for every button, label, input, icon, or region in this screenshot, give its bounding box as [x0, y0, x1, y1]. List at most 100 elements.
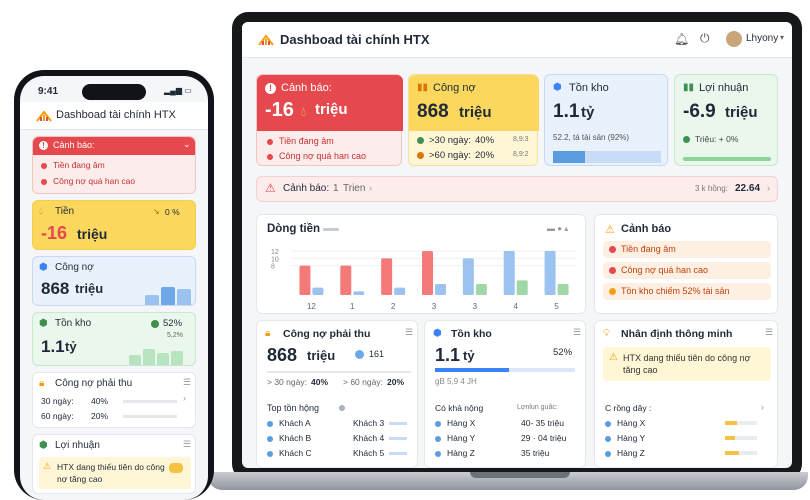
kpi-stock-card[interactable]: ⬢ Tồn kho 1.1 tỷ 52.2, tá tài sản (92%): [544, 74, 668, 166]
alert-item-text: Công nợ quá han cao: [621, 265, 708, 275]
customer-dot-icon: [267, 421, 273, 427]
status-time: 9:41: [38, 86, 59, 97]
kpi-profit-card[interactable]: ▮▮ Lợi nhuận -6.9 triệu Triệu: + 0%: [674, 74, 778, 166]
goods-name[interactable]: Hàng Z: [447, 448, 475, 458]
phone-warning-card[interactable]: ! Cảnh báo: ⌄ Tiền đang âm Công nợ quá h…: [32, 136, 196, 194]
alert-item[interactable]: [603, 283, 771, 300]
chart-bar[interactable]: [381, 258, 393, 295]
warning-banner[interactable]: ⚠ Cảnh báo: 1 Trien › 3 k hồng: 22.64 ›: [256, 176, 778, 202]
goods-name[interactable]: Hàng Y: [447, 433, 476, 443]
chart-bar[interactable]: [340, 265, 352, 295]
chart-bar[interactable]: [544, 251, 556, 295]
warning-triangle-icon: ⚠: [265, 181, 276, 195]
box-icon: ⬢: [39, 440, 48, 451]
phone-debt-card[interactable]: ⬢ Công nợ 868 triệu: [32, 256, 196, 306]
insight-item[interactable]: Hàng Y: [617, 433, 646, 443]
customer-dot-icon: [267, 451, 273, 457]
debt-row-note: 8,9:3: [513, 136, 529, 143]
top-title: Top tồn hộng: [267, 403, 320, 413]
phone-stock-card[interactable]: ⬢ Tồn kho 52% 5,2% 1.1 tỷ: [32, 312, 196, 366]
chart-bar[interactable]: [557, 284, 569, 295]
phone-receivable-label: Công nợ phải thu: [55, 378, 133, 389]
phone-receivable-card[interactable]: 🔒︎ Công nợ phải thu ☰ 30 ngày: 40% › 60 …: [32, 372, 196, 428]
customer-name[interactable]: Khách 4: [353, 433, 385, 443]
chart-bar[interactable]: [312, 287, 324, 295]
alerts-title: Cảnh báo: [621, 223, 672, 235]
power-icon[interactable]: ⏻: [700, 31, 710, 45]
mini-bar: [145, 295, 159, 305]
chart-bar[interactable]: [503, 251, 515, 295]
menu-icon[interactable]: ☰: [183, 377, 192, 387]
inventory-card: ⬢ Tồn kho ☰ 1.1 tỷ 52% gB 5,9 4 JH Có kh…: [424, 320, 586, 468]
kpi-debt-card[interactable]: ▮▮ Công nợ 868 triệu >30 ngày: 40% 8,9:3…: [408, 74, 539, 166]
chevron-down-icon[interactable]: ▾: [780, 33, 785, 42]
menu-icon[interactable]: ☰: [765, 327, 774, 337]
over30-label: > 30 ngày:: [267, 377, 307, 387]
menu-icon[interactable]: ☰: [183, 439, 192, 449]
chevron-right-icon[interactable]: ›: [761, 402, 764, 412]
banner-link[interactable]: Trien: [343, 183, 366, 194]
phone-debt-value: 868: [41, 279, 70, 298]
chart-bar[interactable]: [394, 287, 406, 295]
insight-item[interactable]: Hàng Z: [617, 448, 645, 458]
x-tick-label: 4: [513, 302, 518, 311]
user-name[interactable]: Lhyony: [746, 33, 779, 44]
inventory-unit: tỷ: [463, 348, 475, 363]
bar-chart-icon: ▮▮: [417, 82, 429, 93]
phone-cash-value: -16: [41, 223, 68, 243]
customer-name[interactable]: Khách B: [279, 433, 312, 443]
phone-profit-card[interactable]: ⬢ Lợi nhuận ☰ ⚠ HTX dang thiếu tiên do c…: [32, 434, 196, 494]
laptop-frame: Dashboad tài chính HTX 🔔︎ ⏻ Lhyony ▾ ! C…: [232, 12, 802, 480]
insight-item[interactable]: Hàng X: [617, 418, 646, 428]
customer-name[interactable]: Khách C: [279, 448, 312, 458]
insight-list-title: C rồng dây :: [605, 403, 652, 413]
over30-value: 40%: [311, 377, 329, 387]
phone-header: [20, 102, 208, 130]
kpi-stock-unit: tỷ: [581, 104, 595, 121]
menu-icon[interactable]: ☰: [573, 327, 582, 337]
chart-bar[interactable]: [422, 251, 433, 295]
phone-cash-card[interactable]: 💧︎ Tiền ↘ 0 % -16 triệu: [32, 200, 196, 250]
chevron-right-icon[interactable]: ›: [369, 183, 372, 193]
x-tick-label: 3: [432, 302, 437, 311]
alert-item[interactable]: [603, 241, 771, 258]
divider: [267, 371, 411, 373]
menu-icon[interactable]: ☰: [405, 327, 414, 337]
chart-bar[interactable]: [475, 284, 487, 295]
chart-bar[interactable]: [516, 280, 528, 295]
goods-dot-icon: [435, 451, 441, 457]
chevron-right-icon[interactable]: ›: [767, 183, 770, 193]
customer-name[interactable]: Khách A: [279, 418, 311, 428]
chart-bar[interactable]: [435, 284, 446, 295]
y-tick-label: 12: [271, 249, 279, 256]
insight-bar: [725, 436, 757, 440]
goods-name[interactable]: Hàng X: [447, 418, 476, 428]
alert-dot-icon: [609, 246, 616, 253]
mini-bar: [177, 289, 191, 305]
debt-row-pct: 20%: [475, 150, 495, 161]
chart-bar[interactable]: [462, 258, 474, 295]
kpi-warning-value: -16: [265, 99, 294, 121]
chevron-right-icon[interactable]: ›: [183, 393, 186, 403]
receivable-value: 868: [267, 345, 298, 365]
insight-title: Nhân định thông minh: [621, 328, 733, 340]
warning-triangle-icon: ⚠: [605, 224, 615, 236]
avatar[interactable]: [726, 31, 742, 47]
chart-options-icon[interactable]: ▬ ● ▴: [547, 224, 569, 233]
customer-name[interactable]: Khách 3: [353, 418, 385, 428]
insight-bar: [725, 421, 757, 425]
bell-icon[interactable]: 🔔︎: [674, 32, 690, 46]
customer-name[interactable]: Khách 5: [353, 448, 385, 458]
chart-bar[interactable]: [299, 265, 311, 295]
kpi-warning-card[interactable]: ! Cảnh báo: -16 💧︎ triệu Tiền đang âm Cô…: [256, 74, 403, 166]
top-bar: Dashboad tài chính HTX 🔔︎ ⏻ Lhyony ▾: [242, 22, 792, 58]
laptop-screen: Dashboad tài chính HTX 🔔︎ ⏻ Lhyony ▾ ! C…: [242, 22, 792, 468]
chart-bar[interactable]: [353, 291, 365, 295]
goods-note: 40- 35 triệu: [521, 418, 564, 428]
phone-stock-unit: tỷ: [65, 339, 77, 354]
mini-bar: [161, 287, 175, 305]
over60-value: 20%: [387, 377, 405, 387]
alert-item[interactable]: [603, 262, 771, 279]
phone-debt-label: Công nợ: [55, 262, 94, 273]
chevron-down-icon[interactable]: ⌄: [183, 139, 191, 149]
